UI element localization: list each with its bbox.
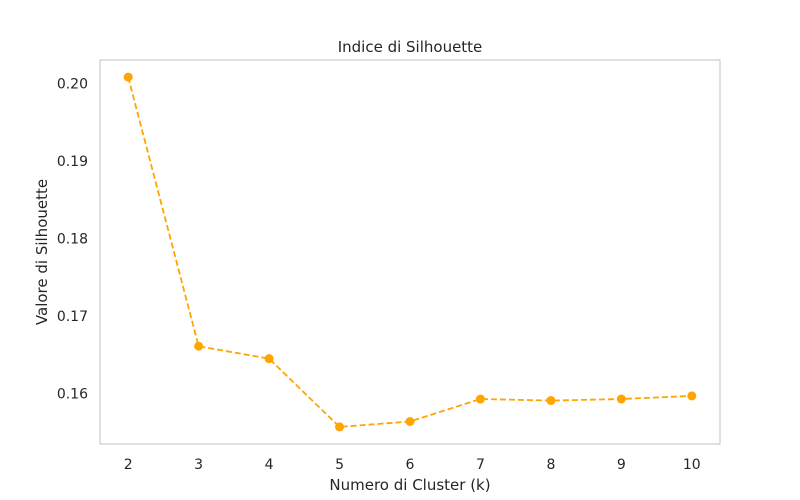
data-point xyxy=(123,72,133,82)
data-point xyxy=(194,341,204,351)
x-tick-label: 7 xyxy=(476,457,485,473)
x-axis-ticks: 2 3 4 5 6 7 8 9 10 xyxy=(124,457,701,473)
data-point xyxy=(616,394,626,404)
y-tick-label: 0.18 xyxy=(57,231,88,247)
y-tick-label: 0.19 xyxy=(57,154,88,170)
series-group xyxy=(123,72,697,432)
data-point xyxy=(335,422,345,432)
data-point xyxy=(546,396,556,406)
x-axis-title: Numero di Cluster (k) xyxy=(329,476,490,494)
data-point xyxy=(405,417,415,427)
x-tick-label: 4 xyxy=(265,457,274,473)
data-point xyxy=(264,354,274,364)
x-tick-label: 10 xyxy=(683,457,701,473)
x-tick-label: 8 xyxy=(546,457,555,473)
plot-frame xyxy=(99,59,721,445)
y-tick-label: 0.17 xyxy=(57,309,88,325)
y-axis-title: Valore di Silhouette xyxy=(33,179,51,325)
y-tick-label: 0.20 xyxy=(57,76,88,92)
x-tick-label: 5 xyxy=(335,457,344,473)
y-tick-label: 0.16 xyxy=(57,387,88,403)
data-point xyxy=(687,391,697,401)
chart-title: Indice di Silhouette xyxy=(338,38,483,56)
data-point xyxy=(475,394,485,404)
x-tick-label: 3 xyxy=(194,457,203,473)
x-tick-label: 6 xyxy=(406,457,415,473)
x-tick-label: 2 xyxy=(124,457,133,473)
y-axis-ticks: 0.16 0.17 0.18 0.19 0.20 xyxy=(57,76,88,402)
series-line xyxy=(127,76,692,428)
x-tick-label: 9 xyxy=(617,457,626,473)
